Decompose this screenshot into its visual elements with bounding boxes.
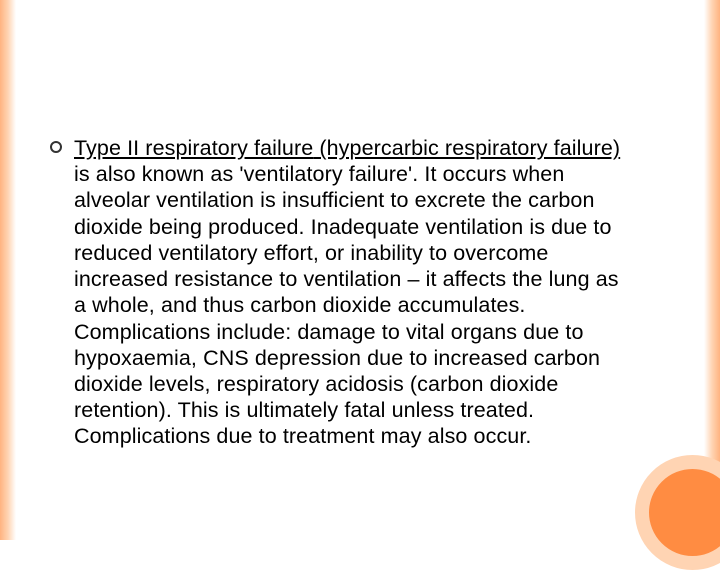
body-text: Type II respiratory failure (hypercarbic… xyxy=(74,135,635,450)
bullet-item: Type II respiratory failure (hypercarbic… xyxy=(50,135,635,450)
body-rest: is also known as 'ventilatory failure'. … xyxy=(74,162,619,448)
bullet-marker xyxy=(50,141,62,153)
slide-content: Type II respiratory failure (hypercarbic… xyxy=(50,135,635,450)
underlined-term-1: Type II respiratory failure xyxy=(74,136,313,160)
accent-circle-icon xyxy=(635,455,720,570)
left-gradient-border xyxy=(0,0,16,540)
underlined-term-2: (hypercarbic respiratory failure) xyxy=(313,136,620,160)
